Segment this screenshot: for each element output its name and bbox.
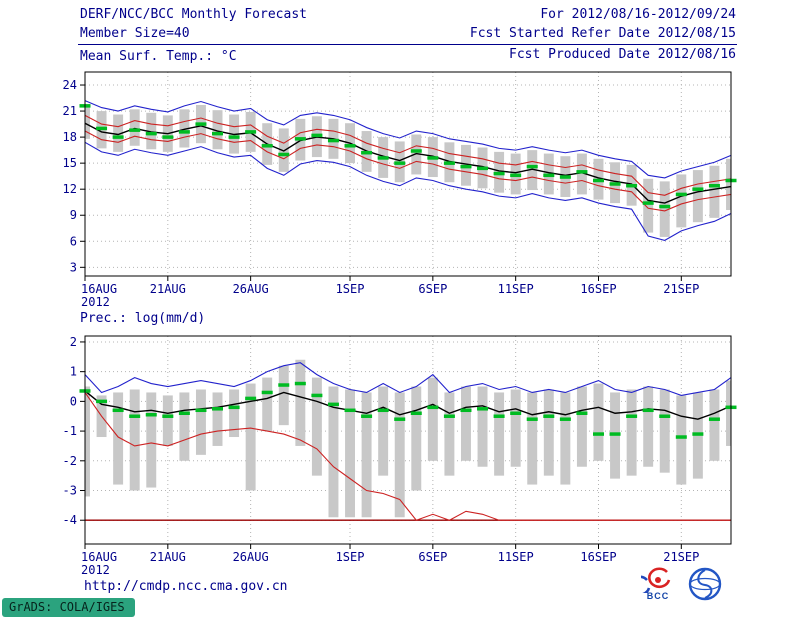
svg-text:16SEP: 16SEP: [580, 282, 616, 296]
prec-variable-label: Prec.: log(mm/d): [80, 311, 206, 326]
svg-text:2012: 2012: [81, 295, 110, 309]
svg-text:2012: 2012: [81, 563, 110, 577]
svg-text:21AUG: 21AUG: [150, 550, 186, 564]
fcst-start-date-label: Fcst Started Refer Date 2012/08/15: [469, 26, 736, 41]
svg-text:2: 2: [70, 335, 77, 349]
website-link[interactable]: http://cmdp.ncc.cma.gov.cn: [84, 579, 288, 594]
bcc-logo-label: BCC: [646, 591, 670, 601]
bcc-logo-icon: [641, 567, 671, 593]
cma-logo: [686, 565, 724, 607]
svg-text:16AUG: 16AUG: [81, 282, 117, 296]
bcc-logo: BCC: [638, 567, 678, 601]
header-divider: [78, 44, 737, 45]
svg-text:12: 12: [63, 182, 77, 196]
svg-text:6: 6: [70, 234, 77, 248]
forecast-range-label: For 2012/08/16-2012/09/24: [540, 7, 736, 22]
svg-text:21: 21: [63, 104, 77, 118]
member-size-label: Member Size=40: [80, 26, 190, 41]
svg-text:21SEP: 21SEP: [663, 282, 699, 296]
svg-text:11SEP: 11SEP: [498, 282, 534, 296]
svg-text:15: 15: [63, 156, 77, 170]
svg-text:16SEP: 16SEP: [580, 550, 616, 564]
page-title: DERF/NCC/BCC Monthly Forecast: [80, 7, 307, 22]
svg-text:-4: -4: [63, 513, 77, 527]
svg-text:6SEP: 6SEP: [418, 282, 447, 296]
svg-text:-3: -3: [63, 484, 77, 498]
svg-text:-2: -2: [63, 454, 77, 468]
svg-text:26AUG: 26AUG: [233, 282, 269, 296]
svg-text:3: 3: [70, 260, 77, 274]
svg-text:0: 0: [70, 394, 77, 408]
svg-text:21SEP: 21SEP: [663, 550, 699, 564]
svg-text:26AUG: 26AUG: [233, 550, 269, 564]
svg-text:1SEP: 1SEP: [336, 550, 365, 564]
svg-text:1: 1: [70, 365, 77, 379]
fcst-produced-date-label: Fcst Produced Date 2012/08/16: [509, 47, 736, 62]
svg-text:-1: -1: [63, 424, 77, 438]
svg-text:6SEP: 6SEP: [418, 550, 447, 564]
svg-text:21AUG: 21AUG: [150, 282, 186, 296]
temp-variable-label: Mean Surf. Temp.: °C: [80, 49, 237, 64]
grads-signature: GrADS: COLA/IGES: [2, 598, 135, 617]
svg-text:9: 9: [70, 208, 77, 222]
svg-text:1SEP: 1SEP: [336, 282, 365, 296]
svg-text:11SEP: 11SEP: [498, 550, 534, 564]
cma-logo-icon: [688, 567, 722, 601]
svg-text:24: 24: [63, 78, 77, 92]
svg-text:16AUG: 16AUG: [81, 550, 117, 564]
svg-text:18: 18: [63, 130, 77, 144]
